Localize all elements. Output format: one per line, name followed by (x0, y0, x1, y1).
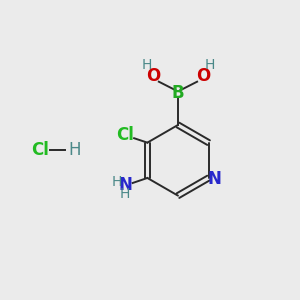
Text: O: O (196, 68, 210, 85)
Text: H: H (204, 58, 215, 72)
Text: H: H (69, 141, 81, 159)
Text: O: O (146, 68, 160, 85)
Text: N: N (118, 176, 132, 194)
Text: Cl: Cl (116, 126, 134, 144)
Text: H: H (111, 176, 122, 189)
Text: Cl: Cl (31, 141, 49, 159)
Text: H: H (141, 58, 152, 72)
Text: B: B (172, 84, 184, 102)
Text: N: N (208, 170, 221, 188)
Text: H: H (120, 187, 130, 201)
